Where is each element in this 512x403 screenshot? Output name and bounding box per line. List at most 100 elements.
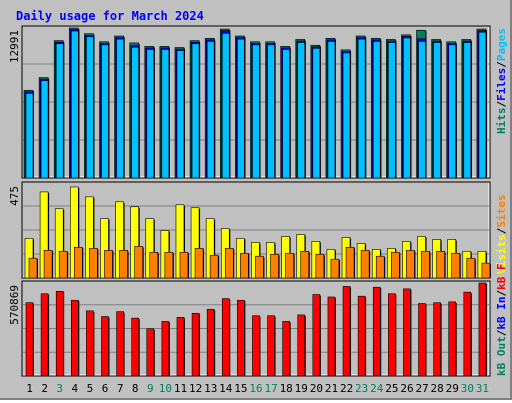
bar-sites-day-19 <box>300 250 310 279</box>
bar-kbf-day-4 <box>70 299 79 377</box>
bar-sites-day-27 <box>421 250 430 279</box>
legend-entry: / <box>495 290 508 297</box>
bar-pages-day-26 <box>403 37 411 179</box>
x-tick-label: 5 <box>87 382 94 395</box>
bar-pages-day-13 <box>206 41 215 179</box>
bar-kbf-day-7 <box>116 311 124 377</box>
bar-sites-day-25 <box>391 251 400 279</box>
legend-entry: Sites <box>495 195 508 228</box>
bar-sites-day-16 <box>255 255 264 279</box>
x-tick-label: 23 <box>355 382 368 395</box>
bar-pages-day-2 <box>40 80 49 179</box>
bar-sites-day-7 <box>119 249 128 279</box>
x-tick-label: 10 <box>159 382 172 395</box>
bar-pages-day-21 <box>327 41 336 179</box>
bar-sites-day-12 <box>194 248 204 279</box>
legend-entry: / <box>495 61 508 68</box>
x-tick-label: 31 <box>476 382 489 395</box>
bar-kbf-day-16 <box>252 315 260 377</box>
bar-kbf-day-18 <box>282 321 290 377</box>
bar-sites-day-14 <box>224 248 234 279</box>
bar-kbf-day-29 <box>448 301 457 377</box>
x-tick-label: 13 <box>204 382 217 395</box>
x-tick-label: 25 <box>385 382 398 395</box>
legend-entry: / <box>495 101 508 108</box>
bar-pages-day-16 <box>252 44 260 179</box>
x-tick-label: 24 <box>370 382 384 395</box>
bar-kbf-day-13 <box>206 308 215 377</box>
legend-entry: Hits <box>495 108 508 135</box>
x-tick-label: 14 <box>219 382 233 395</box>
bar-pages-day-19 <box>297 42 306 179</box>
legend-hits-files-pages: Hits/Files/Pages <box>495 28 508 134</box>
x-tick-label: 1 <box>26 382 33 395</box>
x-tick-label: 12 <box>189 382 202 395</box>
legend-entry: kB Out <box>495 336 508 376</box>
bar-kbf-day-14 <box>221 298 230 377</box>
bar-pages-day-29 <box>448 44 457 179</box>
y-max-label: 475 <box>8 186 21 206</box>
x-tick-label: 27 <box>415 382 428 395</box>
bar-kbf-day-5 <box>86 310 94 377</box>
bar-kbf-day-25 <box>388 293 396 377</box>
x-tick-label: 3 <box>56 382 63 395</box>
bar-sites-day-30 <box>466 257 476 279</box>
x-tick-label: 7 <box>117 382 124 395</box>
legend-entry: kB F <box>495 263 508 290</box>
bar-kbf-day-24 <box>372 286 381 377</box>
legend-entry: Visits <box>495 234 508 274</box>
bar-kbf-day-28 <box>433 302 441 377</box>
bar-sites-day-11 <box>179 251 189 279</box>
x-tick-label: 4 <box>72 382 79 395</box>
y-max-label: 570869 <box>8 285 21 325</box>
bar-kbf-day-8 <box>131 317 139 377</box>
bar-kbf-day-23 <box>357 295 366 377</box>
bar-sites-day-20 <box>315 253 325 279</box>
x-tick-label: 20 <box>310 382 323 395</box>
x-tick-label: 18 <box>280 382 293 395</box>
legend-entry: / <box>495 329 508 336</box>
bar-kbf-day-6 <box>101 316 109 377</box>
bar-pages-day-27 <box>418 41 426 179</box>
bar-kbf-day-26 <box>403 288 411 377</box>
x-tick-label: 16 <box>249 382 262 395</box>
x-tick-label: 8 <box>132 382 139 395</box>
bar-kbf-day-17 <box>267 315 275 377</box>
bar-kbf-day-30 <box>463 291 472 377</box>
bar-sites-day-10 <box>164 251 174 279</box>
legend-entry: / <box>495 227 508 234</box>
bar-pages-day-9 <box>146 49 155 179</box>
bar-pages-day-12 <box>191 43 200 179</box>
legend-visits-sites: Visits/Sites <box>495 195 508 275</box>
bar-sites-day-28 <box>436 250 445 279</box>
bar-pages-day-30 <box>463 42 472 179</box>
x-tick-label: 19 <box>295 382 308 395</box>
x-tick-label: 29 <box>446 382 459 395</box>
x-tick-label: 30 <box>461 382 474 395</box>
bar-sites-day-31 <box>481 262 491 279</box>
x-tick-label: 17 <box>264 382 277 395</box>
bar-sites-day-9 <box>149 251 159 279</box>
bar-sites-day-4 <box>73 247 83 279</box>
bar-pages-day-31 <box>478 31 487 179</box>
legend-entry: Files <box>495 68 508 101</box>
bar-pages-day-23 <box>357 38 366 179</box>
legend-entry: Pages <box>495 28 508 61</box>
bar-kbf-day-12 <box>191 312 200 377</box>
bar-kbf-day-15 <box>237 299 245 377</box>
bar-pages-day-25 <box>388 42 396 179</box>
x-tick-label: 6 <box>102 382 109 395</box>
x-tick-label: 2 <box>41 382 48 395</box>
bar-pages-day-4 <box>70 30 79 179</box>
bar-kbf-day-9 <box>146 328 155 377</box>
bar-sites-day-2 <box>43 249 53 279</box>
x-tick-label: 26 <box>400 382 413 395</box>
x-tick-label: 21 <box>325 382 338 395</box>
bar-sites-day-6 <box>104 249 113 279</box>
x-tick-label: 11 <box>174 382 187 395</box>
chart-title: Daily usage for March 2024 <box>16 9 204 23</box>
bar-sites-day-29 <box>451 252 461 279</box>
bar-kbf-day-2 <box>40 293 49 377</box>
bar-kbf-day-1 <box>25 302 34 377</box>
